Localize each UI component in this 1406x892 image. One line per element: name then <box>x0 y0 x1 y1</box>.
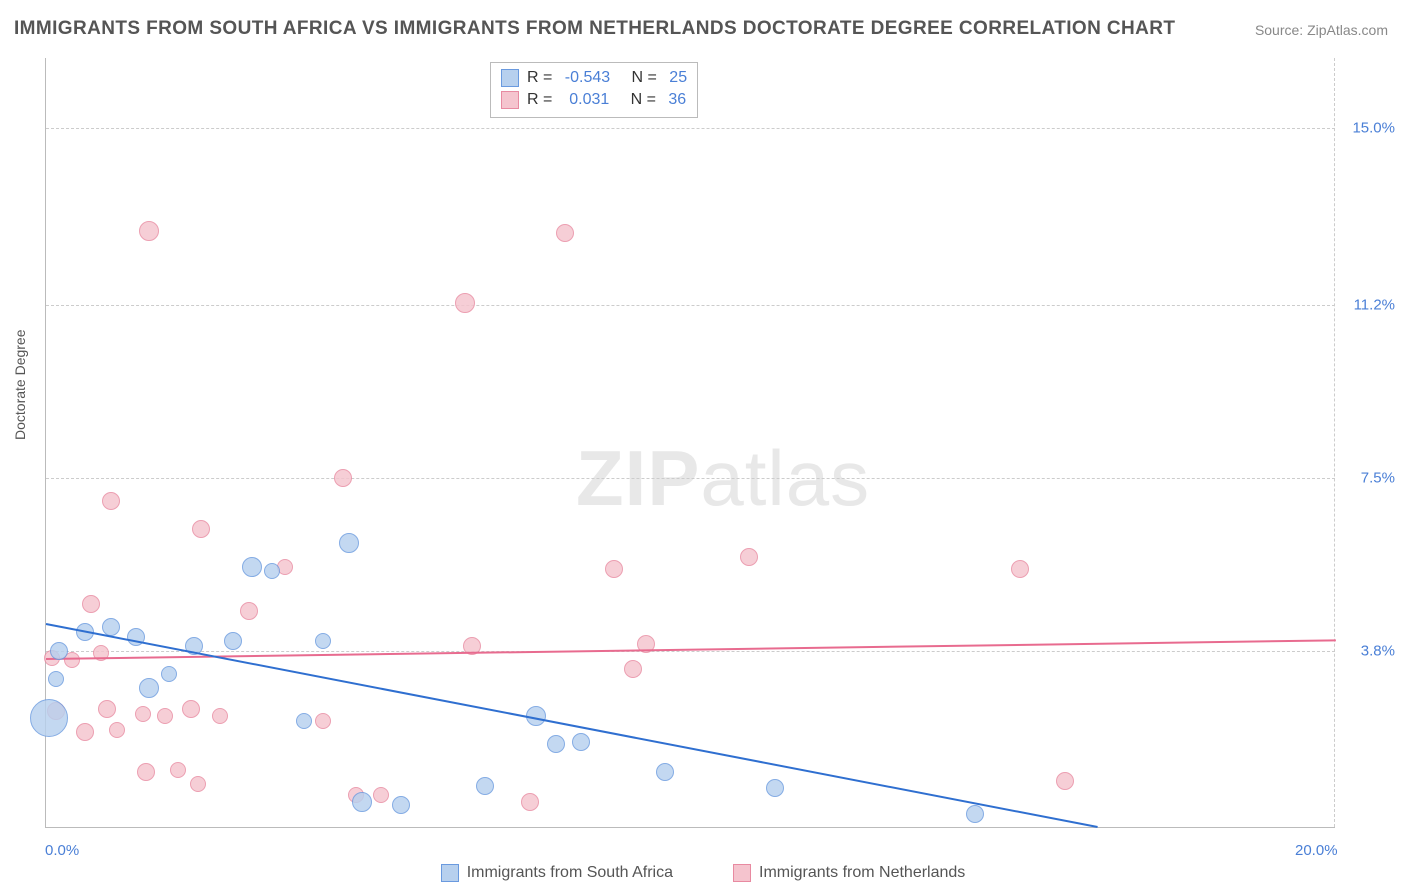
data-point-b <box>1056 772 1074 790</box>
data-point-a <box>766 779 784 797</box>
data-point-a <box>30 699 68 737</box>
grid-line <box>46 478 1335 479</box>
stats-legend-box: R = -0.543 N = 25 R = 0.031 N = 36 <box>490 62 698 118</box>
stat-label-n: N = <box>618 67 661 89</box>
stat-n-series-b: 36 <box>668 89 686 111</box>
data-point-b <box>521 793 539 811</box>
legend-bottom: Immigrants from South Africa Immigrants … <box>0 864 1406 882</box>
data-point-b <box>556 224 574 242</box>
stat-label-r: R = <box>527 67 557 89</box>
stat-r-series-a: -0.543 <box>565 67 610 89</box>
data-point-a <box>264 563 280 579</box>
data-point-b <box>82 595 100 613</box>
data-point-b <box>98 700 116 718</box>
grid-line <box>46 128 1335 129</box>
data-point-b <box>455 293 475 313</box>
legend-label-series-a: Immigrants from South Africa <box>467 864 673 882</box>
chart-plot-area: ZIPatlas R = -0.543 N = 25 R = 0.031 N =… <box>45 58 1335 828</box>
data-point-a <box>392 796 410 814</box>
data-point-b <box>170 762 186 778</box>
legend-label-series-b: Immigrants from Netherlands <box>759 864 965 882</box>
data-point-b <box>137 763 155 781</box>
stat-label-n: N = <box>617 89 660 111</box>
data-point-a <box>296 713 312 729</box>
chart-title: IMMIGRANTS FROM SOUTH AFRICA VS IMMIGRAN… <box>14 18 1175 40</box>
data-point-a <box>572 733 590 751</box>
grid-line <box>46 651 1335 652</box>
swatch-series-b <box>501 91 519 109</box>
y-tick-label: 15.0% <box>1340 120 1395 137</box>
data-point-a <box>476 777 494 795</box>
plot-right-border <box>1334 58 1335 827</box>
data-point-a <box>352 792 372 812</box>
x-tick-label: 0.0% <box>45 842 79 859</box>
legend-item-series-b: Immigrants from Netherlands <box>733 864 965 882</box>
stat-n-series-a: 25 <box>669 67 687 89</box>
data-point-b <box>334 469 352 487</box>
swatch-series-a <box>441 864 459 882</box>
stats-row-series-a: R = -0.543 N = 25 <box>501 67 687 89</box>
data-point-a <box>242 557 262 577</box>
stat-r-series-b: 0.031 <box>569 89 609 111</box>
data-point-b <box>182 700 200 718</box>
data-point-b <box>373 787 389 803</box>
y-axis-label: Doctorate Degree <box>12 329 28 440</box>
data-point-a <box>547 735 565 753</box>
data-point-b <box>315 713 331 729</box>
data-point-a <box>224 632 242 650</box>
source-attribution: Source: ZipAtlas.com <box>1255 22 1388 38</box>
data-point-b <box>192 520 210 538</box>
data-point-a <box>161 666 177 682</box>
data-point-b <box>157 708 173 724</box>
grid-line <box>46 305 1335 306</box>
swatch-series-b <box>733 864 751 882</box>
trend-line-a <box>46 623 1098 828</box>
data-point-a <box>656 763 674 781</box>
y-tick-label: 11.2% <box>1340 297 1395 314</box>
stats-row-series-b: R = 0.031 N = 36 <box>501 89 687 111</box>
legend-item-series-a: Immigrants from South Africa <box>441 864 673 882</box>
data-point-a <box>966 805 984 823</box>
data-point-b <box>212 708 228 724</box>
data-point-b <box>135 706 151 722</box>
data-point-b <box>190 776 206 792</box>
data-point-b <box>109 722 125 738</box>
data-point-a <box>48 671 64 687</box>
x-tick-label: 20.0% <box>1295 842 1338 859</box>
data-point-a <box>50 642 68 660</box>
data-point-b <box>139 221 159 241</box>
data-point-b <box>240 602 258 620</box>
data-point-b <box>76 723 94 741</box>
data-point-b <box>740 548 758 566</box>
data-point-a <box>339 533 359 553</box>
data-point-a <box>139 678 159 698</box>
stat-label-r: R = <box>527 89 561 111</box>
swatch-series-a <box>501 69 519 87</box>
data-point-b <box>624 660 642 678</box>
y-tick-label: 7.5% <box>1340 470 1395 487</box>
y-tick-label: 3.8% <box>1340 642 1395 659</box>
data-point-b <box>1011 560 1029 578</box>
data-point-b <box>102 492 120 510</box>
data-point-b <box>605 560 623 578</box>
data-point-a <box>315 633 331 649</box>
